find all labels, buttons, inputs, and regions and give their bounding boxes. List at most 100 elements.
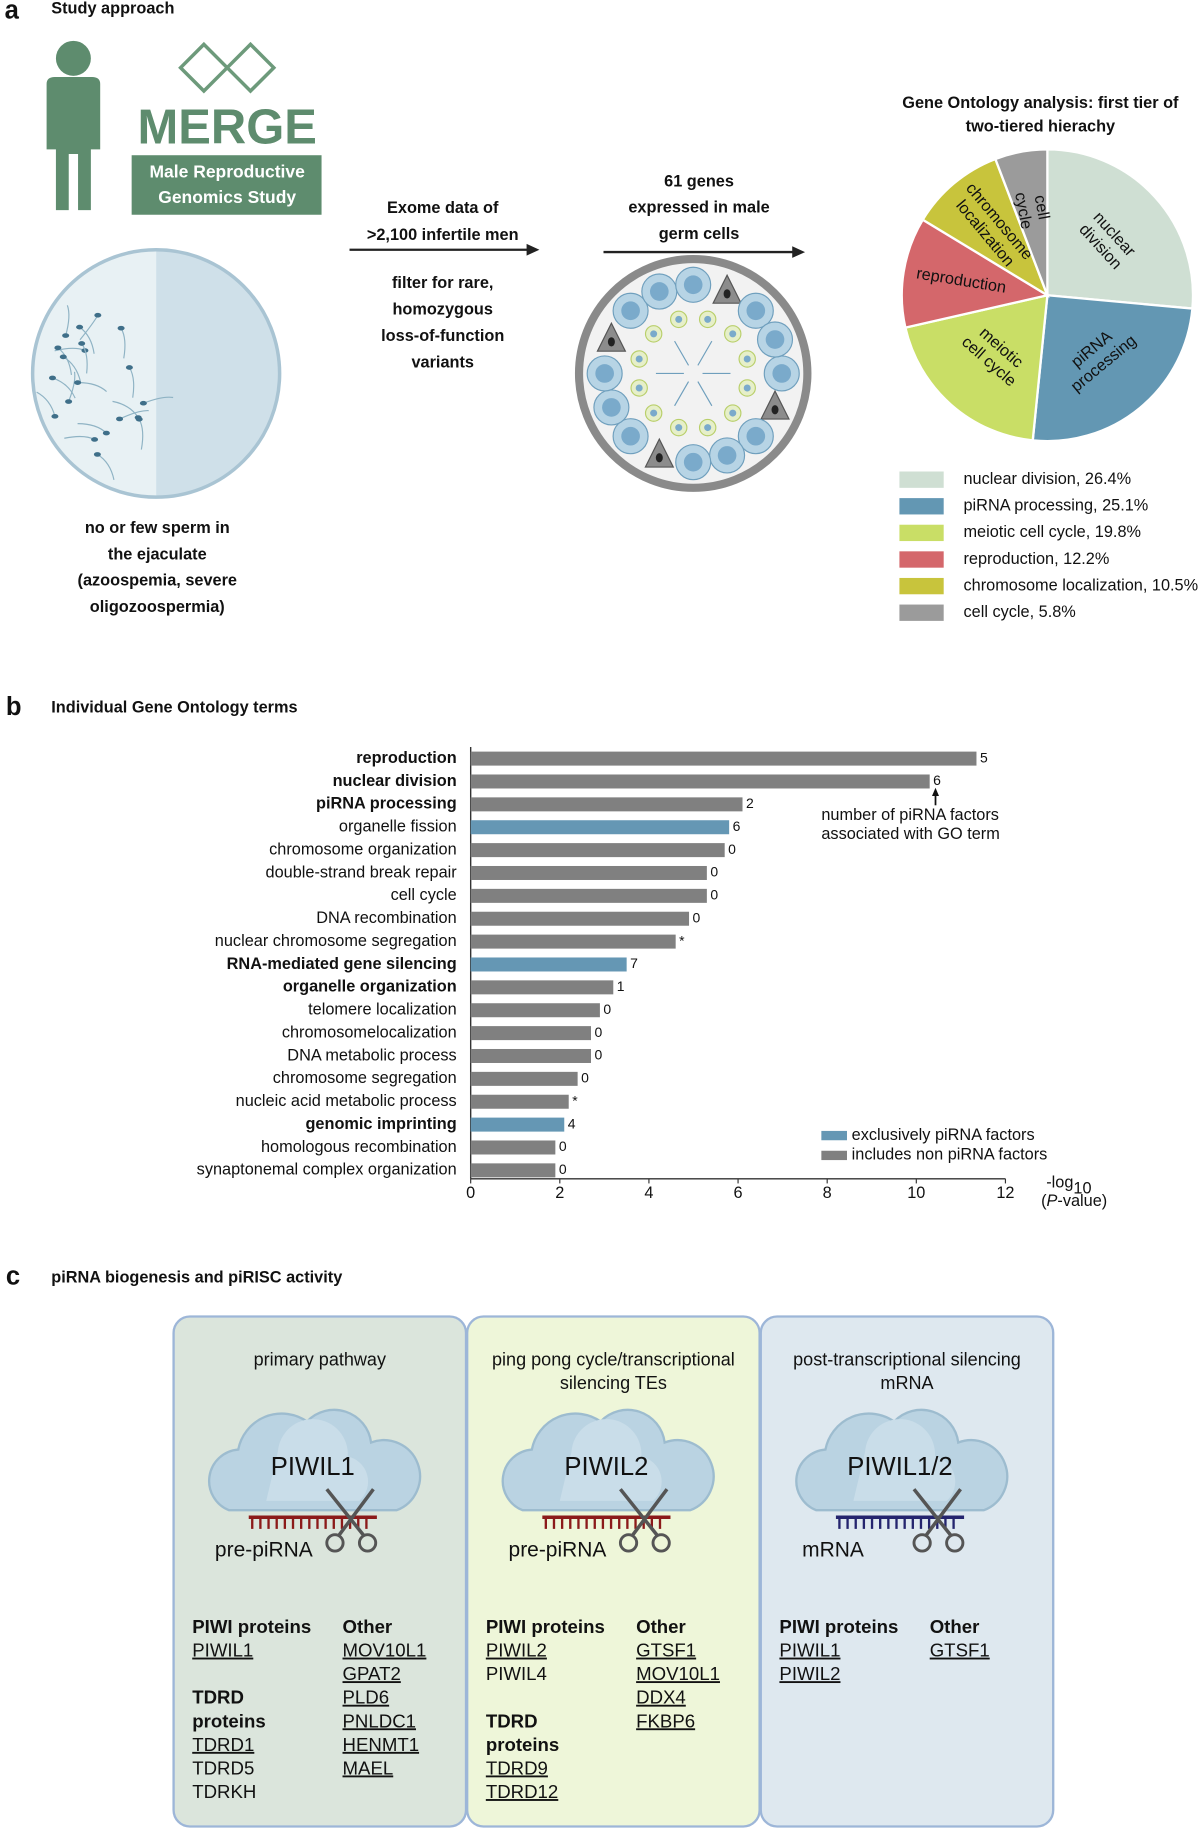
caption-line: no or few sperm in xyxy=(85,519,230,537)
factor-label: 6 xyxy=(733,818,741,834)
protein-label: PIWIL1 xyxy=(271,1453,355,1481)
scissors xyxy=(912,1488,962,1537)
protein-name: PIWIL1 xyxy=(779,1640,840,1661)
box-heading: primary pathway xyxy=(254,1350,386,1370)
box-heading: silencing TEs xyxy=(560,1373,667,1393)
protein-name: MOV10L1 xyxy=(636,1663,720,1684)
protein-name: PLD6 xyxy=(343,1687,390,1708)
bar xyxy=(470,797,743,812)
legend-swatch xyxy=(899,551,944,568)
group-header: proteins xyxy=(192,1710,265,1731)
sperm-head xyxy=(139,400,147,406)
category-label: organelle organization xyxy=(283,978,457,996)
pathway-box xyxy=(759,1315,1055,1828)
x-axis-label-part: -value) xyxy=(1057,1192,1107,1210)
nucleus xyxy=(743,384,751,392)
sperm-cells xyxy=(36,305,174,480)
nucleus xyxy=(649,282,669,301)
nucleus xyxy=(675,315,683,323)
group-header: TDRD xyxy=(486,1710,538,1731)
factor-label: 0 xyxy=(710,887,718,903)
legend-label: exclusively piRNA factors xyxy=(852,1126,1035,1144)
group-header: PIWI proteins xyxy=(779,1616,898,1637)
sperm-head xyxy=(54,345,62,351)
category-label: chromosome segregation xyxy=(273,1069,457,1087)
nucleus xyxy=(743,355,751,363)
box-heading: mRNA xyxy=(880,1373,934,1393)
nucleus xyxy=(621,301,640,321)
protein-label: PIWIL2 xyxy=(564,1453,648,1481)
box-heading: ping pong cycle/transcriptional xyxy=(492,1350,735,1370)
x-tick-label: 8 xyxy=(823,1184,832,1202)
bar xyxy=(470,957,627,972)
caption-line: (azoospemia, severe xyxy=(78,572,237,590)
x-tick-label: 6 xyxy=(734,1184,743,1202)
caption-line: >2,100 infertile men xyxy=(367,226,519,244)
protein-name: PNLDC1 xyxy=(343,1710,416,1731)
group-header: Other xyxy=(930,1616,980,1637)
x-axis-label: -log10 xyxy=(1046,1174,1091,1198)
factor-label: 0 xyxy=(559,1138,567,1154)
x-axis-label-part: 10 xyxy=(1073,1180,1091,1198)
nucleus xyxy=(729,330,737,338)
logo-name: MERGE xyxy=(137,101,316,155)
legend-label: chromosome localization, 10.5% xyxy=(963,576,1198,594)
protein-name: TDRD9 xyxy=(486,1757,548,1778)
panel-label: c xyxy=(6,1263,20,1291)
factor-label: 0 xyxy=(728,841,736,857)
scissors xyxy=(651,1533,671,1553)
cloud-highlight xyxy=(266,1419,369,1501)
x-tick-label: 4 xyxy=(644,1184,653,1202)
sperm-tail xyxy=(674,340,690,366)
protein-name: PIWIL1 xyxy=(192,1640,253,1661)
bar xyxy=(470,820,730,835)
category-label: nucleic acid metabolic process xyxy=(236,1092,457,1110)
scissors xyxy=(619,1488,669,1537)
group-header: PIWI proteins xyxy=(192,1616,311,1637)
protein-name: PIWIL4 xyxy=(486,1663,547,1684)
legend-label: meiotic cell cycle, 19.8% xyxy=(963,523,1141,541)
protein-name: DDX4 xyxy=(636,1687,686,1708)
sperm-head xyxy=(93,452,101,457)
sperm-head xyxy=(48,375,56,381)
legend-swatch xyxy=(899,524,944,542)
x-tick-label: 10 xyxy=(907,1184,925,1202)
x-axis-label-part: -log xyxy=(1046,1174,1073,1192)
slice-label-line: cell xyxy=(1030,194,1052,221)
nucleus xyxy=(607,337,615,347)
category-label: double-strand break repair xyxy=(266,863,458,881)
sperm-head xyxy=(51,414,59,419)
sperm-head xyxy=(78,341,86,346)
chart-title: Individual Gene Ontology terms xyxy=(51,699,297,717)
sperm-tail xyxy=(119,410,149,420)
substrate-label: pre-piRNA xyxy=(509,1539,607,1562)
sperm-head xyxy=(135,416,143,422)
x-tick-label: 0 xyxy=(466,1184,475,1202)
logo-box xyxy=(131,155,322,215)
legend-label: piRNA processing, 25.1% xyxy=(963,497,1148,515)
factor-label: 0 xyxy=(581,1070,589,1086)
sertoli-cell xyxy=(712,273,743,304)
bar xyxy=(470,843,725,858)
bar xyxy=(470,1140,556,1155)
category-label: cell cycle xyxy=(391,886,457,904)
protein-name: PIWIL2 xyxy=(779,1663,840,1684)
pie-slice xyxy=(1046,148,1195,310)
bar xyxy=(470,1071,578,1086)
scissors xyxy=(325,1488,375,1537)
bar xyxy=(470,911,690,926)
factor-label: 0 xyxy=(710,864,718,880)
legend-swatch xyxy=(899,471,944,488)
caption-line: germ cells xyxy=(659,225,740,243)
group-header: PIWI proteins xyxy=(486,1616,605,1637)
category-label: synaptonemal complex organization xyxy=(197,1161,457,1179)
nucleus xyxy=(772,364,792,383)
sperm-tail xyxy=(674,381,690,407)
pie-slice xyxy=(993,148,1049,296)
sperm-tail xyxy=(143,396,174,404)
nucleus xyxy=(704,424,712,432)
factor-label: 0 xyxy=(594,1024,602,1040)
caption-line: the ejaculate xyxy=(108,545,207,563)
scissors xyxy=(912,1533,932,1553)
